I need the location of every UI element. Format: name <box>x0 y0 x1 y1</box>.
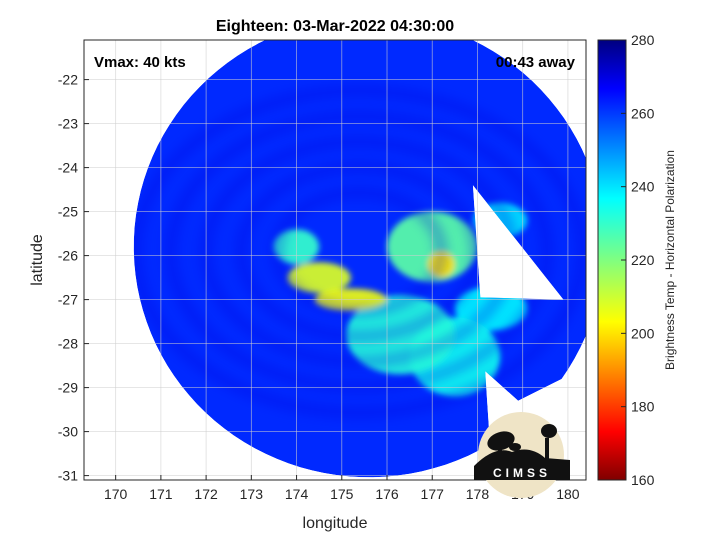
swirl-band <box>271 187 447 317</box>
colorbar-tick-label: 160 <box>631 472 655 488</box>
grid <box>84 40 586 480</box>
y-tick-label: -29 <box>58 380 78 396</box>
colorbar-tick-label: 240 <box>631 179 655 195</box>
y-ticks: -22 -23 -24 -25 -26 -27 -28 -29 -30 -31 <box>58 72 89 484</box>
logo-dish-stand-1 <box>498 447 502 461</box>
logo-dish-1 <box>487 431 515 451</box>
y-tick-label: -27 <box>58 292 78 308</box>
colorbar-tick-label: 180 <box>631 399 655 415</box>
y-tick-label: -22 <box>58 72 78 88</box>
y-tick-label: -30 <box>58 424 78 440</box>
x-tick-label: 173 <box>240 486 264 502</box>
y-tick-label: -26 <box>58 248 78 264</box>
colorbar-tick-label: 260 <box>631 105 655 121</box>
x-tick-label: 170 <box>104 486 128 502</box>
x-tick-label: 176 <box>375 486 399 502</box>
colorbar-ticks: 280 260 240 220 200 180 160 <box>621 32 655 488</box>
colorbar-label: Brightness Temp - Horizontal Polarizatio… <box>663 150 677 370</box>
feature-blob <box>287 262 351 293</box>
chart-title: Eighteen: 03-Mar-2022 04:30:00 <box>216 18 454 35</box>
colorbar-tick-label: 200 <box>631 325 655 341</box>
x-tick-label: 171 <box>149 486 173 502</box>
logo-tower <box>545 438 549 462</box>
x-tick-label: 180 <box>556 486 580 502</box>
vmax-annotation: Vmax: 40 kts <box>94 54 186 71</box>
x-tick-label: 175 <box>330 486 354 502</box>
x-tick-label: 172 <box>194 486 218 502</box>
x-tick-label: 177 <box>421 486 445 502</box>
logo-dish-2 <box>509 443 521 451</box>
y-tick-label: -25 <box>58 204 78 220</box>
colorbar-tick-label: 280 <box>631 32 655 48</box>
x-axis-label: longitude <box>303 515 368 532</box>
logo-tower-tank <box>541 424 557 438</box>
y-tick-label: -23 <box>58 116 78 132</box>
axes-box <box>83 39 587 481</box>
logo-text: CIMSS <box>493 466 551 480</box>
y-tick-label: -28 <box>58 336 78 352</box>
x-tick-label: 174 <box>285 486 309 502</box>
y-axis-label: latitude <box>29 234 46 286</box>
x-tick-label: 178 <box>466 486 490 502</box>
y-tick-label: -31 <box>58 468 78 484</box>
time-away-annotation: 00:43 away <box>496 54 576 71</box>
colorbar-tick-label: 220 <box>631 252 655 268</box>
swirl-band <box>236 162 482 342</box>
cimss-logo: CIMSS <box>474 412 570 498</box>
swirl-band <box>133 85 586 418</box>
y-tick-label: -24 <box>58 160 78 176</box>
